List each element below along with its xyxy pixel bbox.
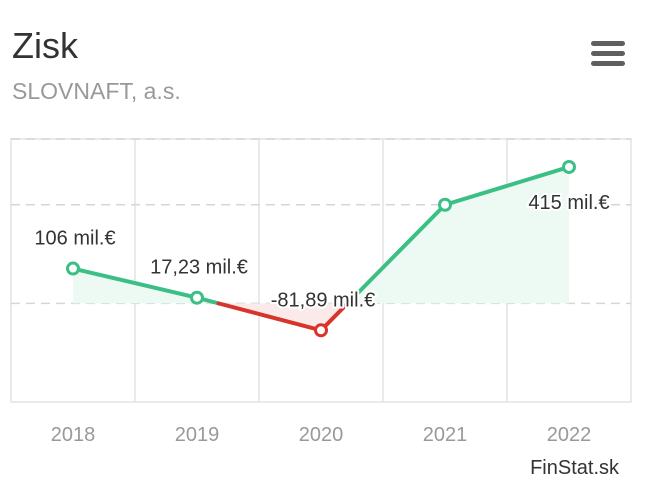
series-line-segment [443, 164, 571, 207]
data-label-2018: 106 mil.€ [34, 228, 115, 250]
credit-link[interactable]: FinStat.sk [530, 457, 619, 479]
hamburger-menu-icon[interactable] [588, 38, 628, 70]
x-tick-label: 2019 [175, 424, 220, 446]
data-point-2019 [190, 290, 204, 305]
area-fill [445, 166, 569, 304]
data-point-2021 [438, 197, 452, 212]
x-tick-label: 2020 [299, 424, 344, 446]
x-tick-label: 2018 [51, 424, 96, 446]
data-label-2020: -81,89 mil.€ [271, 289, 376, 311]
series-line-segment [71, 266, 199, 300]
data-label-2022: 415 mil.€ [528, 192, 609, 214]
data-label-2019: 17,23 mil.€ [150, 257, 248, 279]
chart-title: Zisk [12, 25, 78, 66]
data-point-2018 [66, 261, 80, 276]
plot-frame [10, 138, 632, 403]
chart-subtitle: SLOVNAFT, a.s. [12, 78, 181, 104]
data-point-2022 [562, 159, 576, 174]
series-line-segment [345, 202, 447, 306]
data-point-2020 [314, 323, 328, 338]
x-tick-label: 2021 [423, 424, 468, 446]
x-tick-label: 2022 [547, 424, 592, 446]
series-line-segment [216, 301, 323, 333]
